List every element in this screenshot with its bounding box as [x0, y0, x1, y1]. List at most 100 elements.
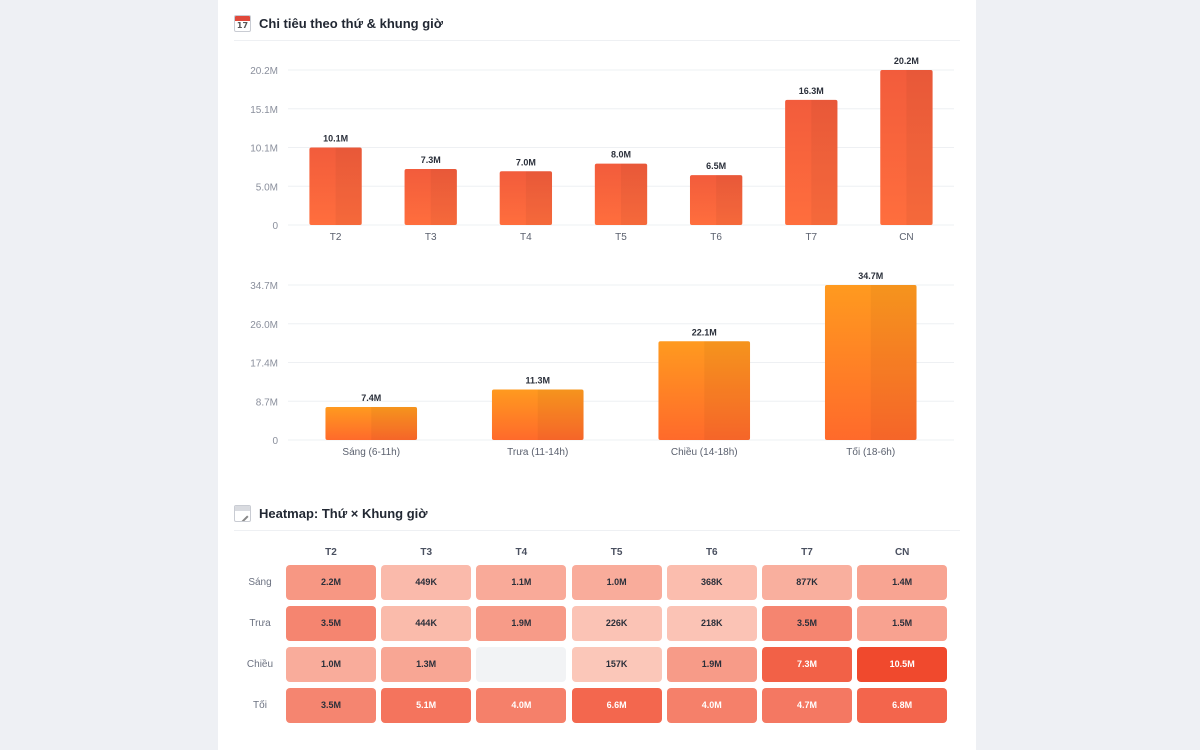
heatmap-cell[interactable]: 1.1M: [476, 565, 567, 600]
heatmap-column-header: T2: [325, 547, 337, 558]
heatmap-column-header: T5: [610, 547, 623, 558]
heatmap-cell[interactable]: 1.4M: [857, 565, 948, 600]
x-tick-label: Sáng (6-11h): [342, 447, 400, 458]
bar-shade: [870, 285, 917, 440]
bar-value-label: 22.1M: [692, 327, 717, 337]
heatmap-cell[interactable]: 3.5M: [286, 606, 376, 641]
heatmap-cell[interactable]: 7.3M: [762, 647, 852, 682]
section-header-weekday: 17 Chi tiêu theo thứ & khung giờ: [234, 15, 443, 32]
bar-shade: [811, 99, 838, 225]
calendar-icon: 17: [234, 15, 251, 32]
heatmap-cell[interactable]: 6.6M: [571, 688, 662, 723]
heatmap-row-label: Trưa: [249, 618, 271, 629]
heatmap-column-header: T3: [420, 547, 433, 558]
heatmap-row-label: Tối: [253, 700, 267, 711]
heatmap-cell[interactable]: 368K: [666, 565, 757, 600]
y-tick-label: 5.0M: [256, 182, 278, 193]
bar-value-label: 8.0M: [611, 150, 631, 160]
bar[interactable]: [491, 389, 584, 440]
bar-shade: [371, 406, 418, 440]
spending-card: 17 Chi tiêu theo thứ & khung giờ 0 5.0M 10…: [218, 0, 976, 750]
x-tick-label: Tối (18-6h): [846, 446, 895, 458]
bar[interactable]: [325, 406, 418, 440]
section-title: Heatmap: Thứ × Khung giờ: [259, 506, 428, 521]
bar-value-label: 11.3M: [525, 376, 550, 386]
x-tick-label: T3: [425, 232, 437, 243]
bar-shade: [704, 341, 751, 440]
x-tick-label: Trưa (11-14h): [507, 447, 568, 458]
section-header-heatmap: Heatmap: Thứ × Khung giờ: [234, 505, 428, 522]
heatmap-cell[interactable]: 226K: [571, 606, 662, 641]
heatmap-cell[interactable]: 444K: [381, 606, 472, 641]
heatmap-cell[interactable]: 4.7M: [762, 688, 852, 723]
heatmap-cell[interactable]: 1.5M: [857, 606, 948, 641]
y-tick-label: 15.1M: [250, 105, 278, 116]
heatmap-cell[interactable]: 1.3M: [381, 647, 472, 682]
bar-value-label: 16.3M: [799, 86, 824, 96]
heatmap-cell[interactable]: 3.5M: [286, 688, 376, 723]
heatmap-cell[interactable]: 1.0M: [571, 565, 662, 600]
heatmap-cell[interactable]: 4.0M: [666, 688, 757, 723]
section-divider: [234, 40, 960, 41]
bar-value-label: 20.2M: [894, 56, 919, 66]
x-tick-label: T7: [805, 232, 817, 243]
bar-value-label: 7.4M: [361, 393, 381, 403]
heatmap-cell[interactable]: 157K: [571, 647, 662, 682]
y-tick-label: 0: [272, 221, 278, 232]
bar[interactable]: [499, 171, 553, 225]
section-title: Chi tiêu theo thứ & khung giờ: [259, 16, 444, 31]
bar-shade: [621, 163, 648, 225]
heatmap-cell[interactable]: 877K: [762, 565, 852, 600]
bar-shade: [537, 389, 584, 440]
bar-shade: [430, 168, 457, 225]
heatmap-cell[interactable]: 1.9M: [666, 647, 757, 682]
bar[interactable]: [824, 285, 917, 440]
heatmap-column-header: T6: [705, 547, 718, 558]
heatmap-cell[interactable]: 6.8M: [857, 688, 948, 723]
bar-shade: [716, 175, 743, 225]
heatmap-row-label: Sáng: [248, 577, 272, 588]
bar-value-label: 34.7M: [858, 271, 883, 281]
bar-shade: [525, 171, 553, 225]
y-tick-label: 0: [272, 436, 278, 447]
x-tick-label: T2: [330, 232, 342, 243]
bar[interactable]: [880, 70, 933, 225]
heatmap-cell[interactable]: 5.1M: [381, 688, 472, 723]
heatmap-cell[interactable]: 2.2M: [286, 565, 376, 600]
y-tick-label: 34.7M: [250, 281, 278, 292]
x-tick-label: T6: [710, 232, 722, 243]
heatmap-cell[interactable]: 449K: [381, 565, 472, 600]
calendar-edit-icon: [234, 505, 251, 522]
bar[interactable]: [658, 341, 751, 440]
bar[interactable]: [689, 175, 743, 225]
y-tick-label: 8.7M: [256, 397, 278, 408]
heatmap-column-header: T7: [801, 547, 813, 558]
heatmap-cell[interactable]: 218K: [666, 606, 757, 641]
bar-value-label: 10.1M: [323, 134, 348, 144]
heatmap-column-header: CN: [894, 547, 910, 558]
heatmap-column-header: T4: [515, 547, 528, 558]
bar[interactable]: [785, 99, 838, 225]
heatmap-cell[interactable]: 4.0M: [476, 688, 567, 723]
bar[interactable]: [594, 163, 648, 225]
heatmap-row-label: Chiều: [246, 659, 274, 670]
weekday-bar-chart: 0 5.0M 10.1M 15.1M 20.2M 10.1M T2 7.3M T3 7.0M T4 8…: [250, 56, 954, 243]
x-tick-label: Chiều (14-18h): [671, 446, 738, 458]
heatmap-cell[interactable]: 1.9M: [476, 606, 567, 641]
bar-value-label: 7.0M: [516, 157, 536, 167]
x-tick-label: CN: [899, 232, 913, 243]
section-divider: [234, 530, 960, 531]
bar[interactable]: [309, 147, 362, 226]
bar[interactable]: [404, 168, 457, 225]
heatmap-cell[interactable]: 10.5M: [857, 647, 948, 682]
heatmap-cell[interactable]: [476, 647, 567, 682]
y-tick-label: 10.1M: [250, 144, 278, 155]
heatmap-cell[interactable]: 3.5M: [762, 606, 852, 641]
bar-value-label: 6.5M: [706, 161, 726, 171]
x-tick-label: T4: [520, 232, 532, 243]
bar-shade: [906, 70, 933, 225]
y-tick-label: 17.4M: [250, 359, 278, 370]
heatmap-cell[interactable]: 1.0M: [286, 647, 376, 682]
bar-shade: [335, 147, 362, 225]
y-tick-label: 20.2M: [250, 66, 278, 77]
